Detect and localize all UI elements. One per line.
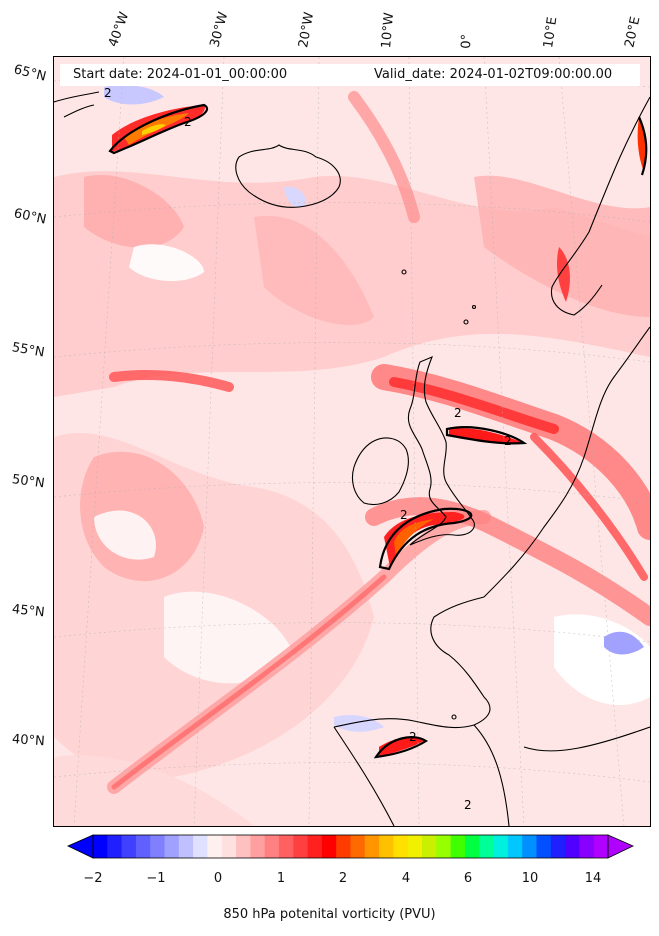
norway-coast (550, 96, 650, 316)
graticule (54, 57, 650, 826)
colorbar-cell (522, 835, 537, 858)
contour-labels: 2 2 2 2 2 2 2 (104, 86, 512, 812)
colorbar-cell (107, 835, 123, 858)
colorbar-cell (250, 835, 266, 858)
colorbar-tick: 0 (213, 871, 223, 886)
colorbar-tick: 14 (584, 871, 602, 886)
lon-label: 20°W (296, 11, 318, 50)
colorbar-cell (350, 835, 366, 858)
lon-label: 0° (459, 33, 475, 49)
colorbar-tick: 6 (463, 871, 473, 886)
header-background (60, 64, 640, 86)
lon-label: 30°W (207, 10, 232, 49)
colorbar-cell (293, 835, 309, 858)
colorbar-tick: −2 (83, 871, 103, 886)
contour-iceland-west (108, 103, 209, 155)
colorbar-cell (464, 835, 480, 858)
colorbar-cell (550, 835, 566, 858)
colorbar-cell (450, 835, 466, 858)
colorbar-extend-min (67, 834, 94, 859)
contour-north-sea (445, 426, 528, 445)
pv-contours (108, 103, 648, 759)
colorbar-cell (121, 835, 137, 858)
colorbar-cell (278, 835, 294, 858)
colorbar-cell (507, 835, 523, 858)
colorbar-cell (379, 835, 394, 858)
contour-label: 2 (464, 798, 472, 812)
colorbar-tick: −1 (146, 871, 166, 886)
lat-label: 65°N (12, 62, 48, 85)
contour-label: 2 (400, 508, 408, 522)
colorbar-cell (178, 835, 194, 858)
europe-coast (333, 326, 650, 729)
colorbar-cell (150, 835, 166, 858)
colorbar-cell (207, 835, 223, 858)
colorbar-cell (264, 835, 280, 858)
pv-map: 2 2 2 2 2 2 2 (54, 57, 650, 826)
britain-coast (407, 355, 475, 546)
contour-iberia (373, 736, 429, 759)
colorbar-tick: 4 (401, 871, 411, 886)
iceland-coast (235, 144, 341, 208)
lat-label: 55°N (10, 340, 46, 361)
lon-label: 40°W (105, 10, 133, 49)
ireland-coast (351, 437, 409, 506)
lat-label: 45°N (11, 602, 46, 621)
colorbar-cell (493, 835, 509, 858)
valid-date-label: Valid_date: 2024-01-02T09:00:00.00 (374, 67, 613, 82)
colorbar-cell (407, 835, 423, 858)
contour-norway (637, 116, 648, 176)
lon-label: 10°E (541, 15, 561, 49)
lat-label: 50°N (10, 472, 46, 492)
colorbar-cell (221, 835, 237, 858)
colorbar-tick: 10 (521, 871, 539, 886)
colorbar-cell (536, 835, 552, 858)
colorbar-cell (307, 835, 323, 858)
colorbar-extend-max (607, 834, 634, 859)
colorbar-cell (193, 835, 208, 858)
map-panel: 2 2 2 2 2 2 2 (53, 56, 651, 827)
colorbar-cell (364, 835, 380, 858)
greenland-coast (54, 91, 100, 118)
lon-label: 10°W (379, 11, 398, 49)
coastlines (54, 91, 650, 826)
colorbar-cell (236, 835, 251, 858)
lon-label: 20°E (622, 15, 644, 50)
contour-label: 2 (104, 86, 112, 100)
colorbar-cell (565, 835, 580, 858)
colorbar-cell (393, 835, 409, 858)
contour-label: 2 (184, 115, 192, 129)
contour-biscay (378, 507, 473, 571)
colorbar-cell (436, 835, 452, 858)
colorbar-cell (336, 835, 351, 858)
colorbar (67, 834, 634, 859)
colorbar-cell (593, 835, 609, 858)
africa-coast (333, 724, 650, 826)
pv-shading (54, 57, 650, 826)
colorbar-cell (135, 835, 151, 858)
colorbar-tick: 1 (276, 871, 286, 886)
colorbar-label: 850 hPa potenital vorticity (PVU) (223, 907, 436, 922)
colorbar-cell (93, 835, 108, 858)
colorbar-cell (321, 835, 337, 858)
lat-label: 60°N (12, 206, 48, 228)
colorbar-cell (164, 835, 180, 858)
start-date-label: Start date: 2024-01-01_00:00:00 (73, 67, 288, 82)
colorbar-cell (479, 835, 495, 858)
colorbar-cell (422, 835, 437, 858)
contour-label: 2 (504, 434, 512, 448)
colorbar-cell (579, 835, 595, 858)
lat-label: 40°N (11, 732, 46, 750)
colorbar-tick: 2 (338, 871, 348, 886)
contour-label: 2 (409, 730, 417, 744)
contour-label: 2 (454, 406, 462, 420)
